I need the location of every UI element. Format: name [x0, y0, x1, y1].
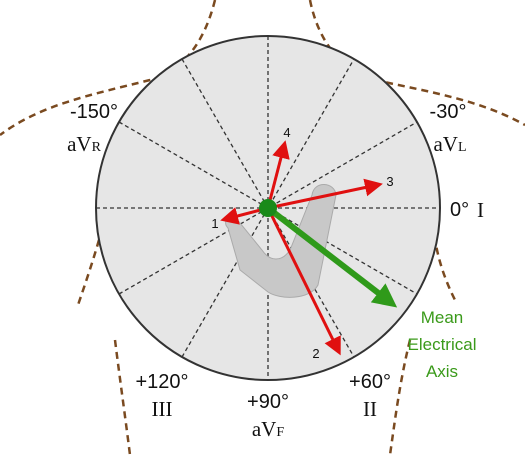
lead-label: II [363, 397, 377, 421]
lead-label: aVR [67, 132, 102, 156]
origin [259, 199, 277, 217]
angle-label: -150° [70, 101, 118, 123]
angle-label: +90° [247, 391, 289, 413]
lead-label: aVL [433, 132, 466, 156]
diagram: 1 2 3 4 -150° aVR -30° aVL 0° I +60° II … [0, 0, 525, 457]
lead-label: I [477, 198, 484, 222]
angle-label: +60° [349, 371, 391, 393]
lead-sub: F [276, 425, 284, 440]
vector-label: 3 [386, 174, 393, 189]
lead-label: aVF [252, 417, 285, 441]
lead: aV [433, 132, 458, 156]
lead: aV [252, 417, 277, 441]
lead-sub: R [92, 140, 102, 155]
lead-sub: L [458, 140, 467, 155]
vector-label: 4 [283, 125, 290, 140]
lead-label: III [152, 397, 173, 421]
angle-label: -30° [430, 101, 467, 123]
angle-label: 0° [450, 199, 469, 221]
mean-axis-label: Axis [426, 362, 458, 381]
lead: aV [67, 132, 92, 156]
angle-label: +120° [135, 371, 188, 393]
mean-axis-label: Mean [421, 308, 464, 327]
vector-label: 2 [312, 346, 319, 361]
page: {"labels": [ {"angle": "-150°", "lead": … [0, 0, 525, 457]
mean-axis-label: Electrical [408, 335, 477, 354]
vector-label: 1 [211, 216, 218, 231]
